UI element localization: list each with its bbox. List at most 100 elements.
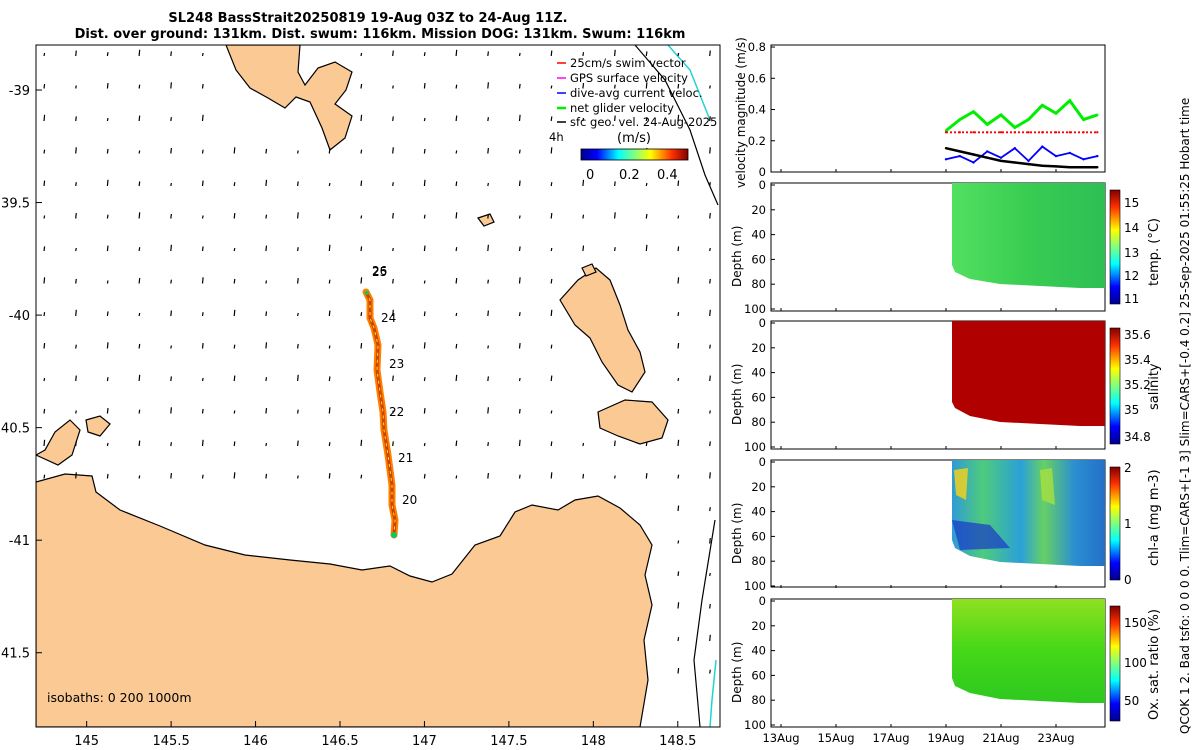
vector-arrow	[297, 212, 299, 219]
vector-arrow	[201, 277, 204, 284]
depth-axis-label: Depth (m)	[730, 503, 744, 564]
depth-tick-label: 0	[759, 455, 766, 469]
colorbar-tick-0.4: 0.4	[657, 168, 678, 183]
vector-arrow	[43, 215, 46, 219]
depth-tick-label: 60	[751, 529, 766, 543]
vector-arrow	[265, 473, 268, 479]
map-ytick-label: 39.5	[1, 197, 30, 212]
velocity-frame	[770, 44, 1106, 173]
vector-arrow	[265, 442, 268, 447]
vector-arrow	[265, 179, 268, 187]
temp-section	[952, 183, 1105, 288]
map-xtick-label: 146	[243, 734, 268, 749]
vector-arrow	[518, 377, 521, 382]
temp-cbar-12: 12	[1124, 269, 1139, 283]
velocity-ytick-label: 0.4	[748, 103, 766, 117]
vector-arrow	[677, 180, 680, 187]
vector-arrow	[297, 409, 299, 414]
vector-arrow	[423, 311, 426, 317]
salinity-colorbar-ticks: 35.6 35.4 35.2 35 34.8	[1124, 328, 1151, 444]
vector-arrow	[75, 344, 77, 349]
vector-arrow	[392, 247, 394, 252]
vector-arrow	[360, 114, 363, 122]
vector-arrow	[328, 442, 331, 447]
vector-arrow	[392, 441, 394, 447]
vector-arrow	[487, 407, 489, 414]
legend-label-net: net glider velocity	[570, 101, 674, 115]
velocity-point	[999, 131, 1003, 134]
vector-arrow	[423, 117, 426, 122]
land-tasmania	[36, 473, 653, 727]
vector-arrow	[138, 181, 141, 187]
velocity-point	[972, 131, 975, 134]
velocity-point	[1054, 131, 1058, 134]
vector-arrow	[582, 473, 585, 479]
vector-arrow	[550, 213, 553, 219]
vector-arrow	[614, 475, 616, 479]
vector-arrow	[106, 245, 109, 252]
velocity-point	[1082, 158, 1085, 161]
vector-arrow	[709, 116, 711, 122]
legend-label-dive: dive-avg current veloc.	[570, 86, 703, 100]
vector-arrow	[138, 312, 141, 317]
vector-arrow	[455, 247, 458, 252]
vector-arrow	[455, 84, 458, 89]
vector-arrow	[518, 343, 521, 349]
velocity-point	[1054, 112, 1058, 115]
vector-arrow	[677, 571, 680, 577]
vector-arrow	[75, 50, 77, 57]
depth-axis-label: Depth (m)	[730, 642, 744, 703]
vector-arrow	[455, 115, 458, 122]
track-label-22: 22	[389, 405, 404, 419]
figure-title-line-2: Dist. over ground: 131km. Dist. swum: 11…	[74, 27, 686, 42]
vector-arrow	[201, 408, 204, 414]
vector-arrow	[423, 442, 426, 447]
depth-tick-label: 0	[759, 178, 766, 192]
depth-tick-label: 80	[751, 693, 766, 707]
vector-arrow	[170, 244, 172, 252]
vector-arrow	[328, 310, 331, 317]
vector-arrow	[518, 149, 521, 154]
vector-arrow	[233, 182, 236, 187]
vector-arrow	[360, 180, 363, 187]
vector-arrow	[233, 278, 236, 284]
vector-arrow	[75, 410, 77, 414]
vector-arrow	[582, 179, 585, 187]
vector-arrow	[170, 148, 172, 154]
vector-arrow	[550, 147, 553, 154]
depth-tick-label: 20	[751, 480, 766, 494]
vector-arrow	[455, 278, 458, 284]
vector-arrow	[170, 279, 172, 284]
salinity-colorbar	[1109, 327, 1121, 445]
vector-arrow	[455, 475, 458, 479]
velocity-panel: 0 0.2 0.4 0.6 0.8 velocity magnitude (m/s)	[734, 37, 1106, 188]
vector-arrow	[297, 374, 299, 382]
velocity-point	[958, 118, 961, 121]
vector-arrow	[43, 312, 46, 317]
vector-arrow	[392, 375, 394, 382]
vector-arrow	[392, 309, 394, 317]
velocity-point	[1082, 166, 1085, 169]
depth-tick-label: 20	[751, 203, 766, 217]
salinity-cbar-label: salinity	[1147, 363, 1162, 410]
vector-arrow	[75, 375, 77, 382]
vector-arrow	[201, 474, 204, 479]
chla-cbar-2: 2	[1124, 461, 1132, 475]
temp-cbar-14: 14	[1124, 221, 1139, 235]
vector-arrow	[265, 148, 268, 154]
velocity-point	[958, 131, 961, 134]
vector-arrow	[170, 182, 172, 187]
vector-arrow	[518, 439, 521, 447]
vector-arrow	[328, 244, 331, 252]
chla-low-patch	[952, 520, 1010, 550]
vector-arrow	[709, 309, 711, 317]
vector-arrow	[455, 343, 458, 349]
velocity-point	[1096, 166, 1099, 169]
vector-arrow	[106, 442, 109, 447]
vector-arrow	[487, 82, 489, 89]
velocity-point	[1027, 118, 1030, 121]
vector-arrow	[328, 182, 331, 187]
velocity-point	[958, 150, 961, 153]
legend-label-gps: GPS surface velocity	[570, 71, 688, 85]
